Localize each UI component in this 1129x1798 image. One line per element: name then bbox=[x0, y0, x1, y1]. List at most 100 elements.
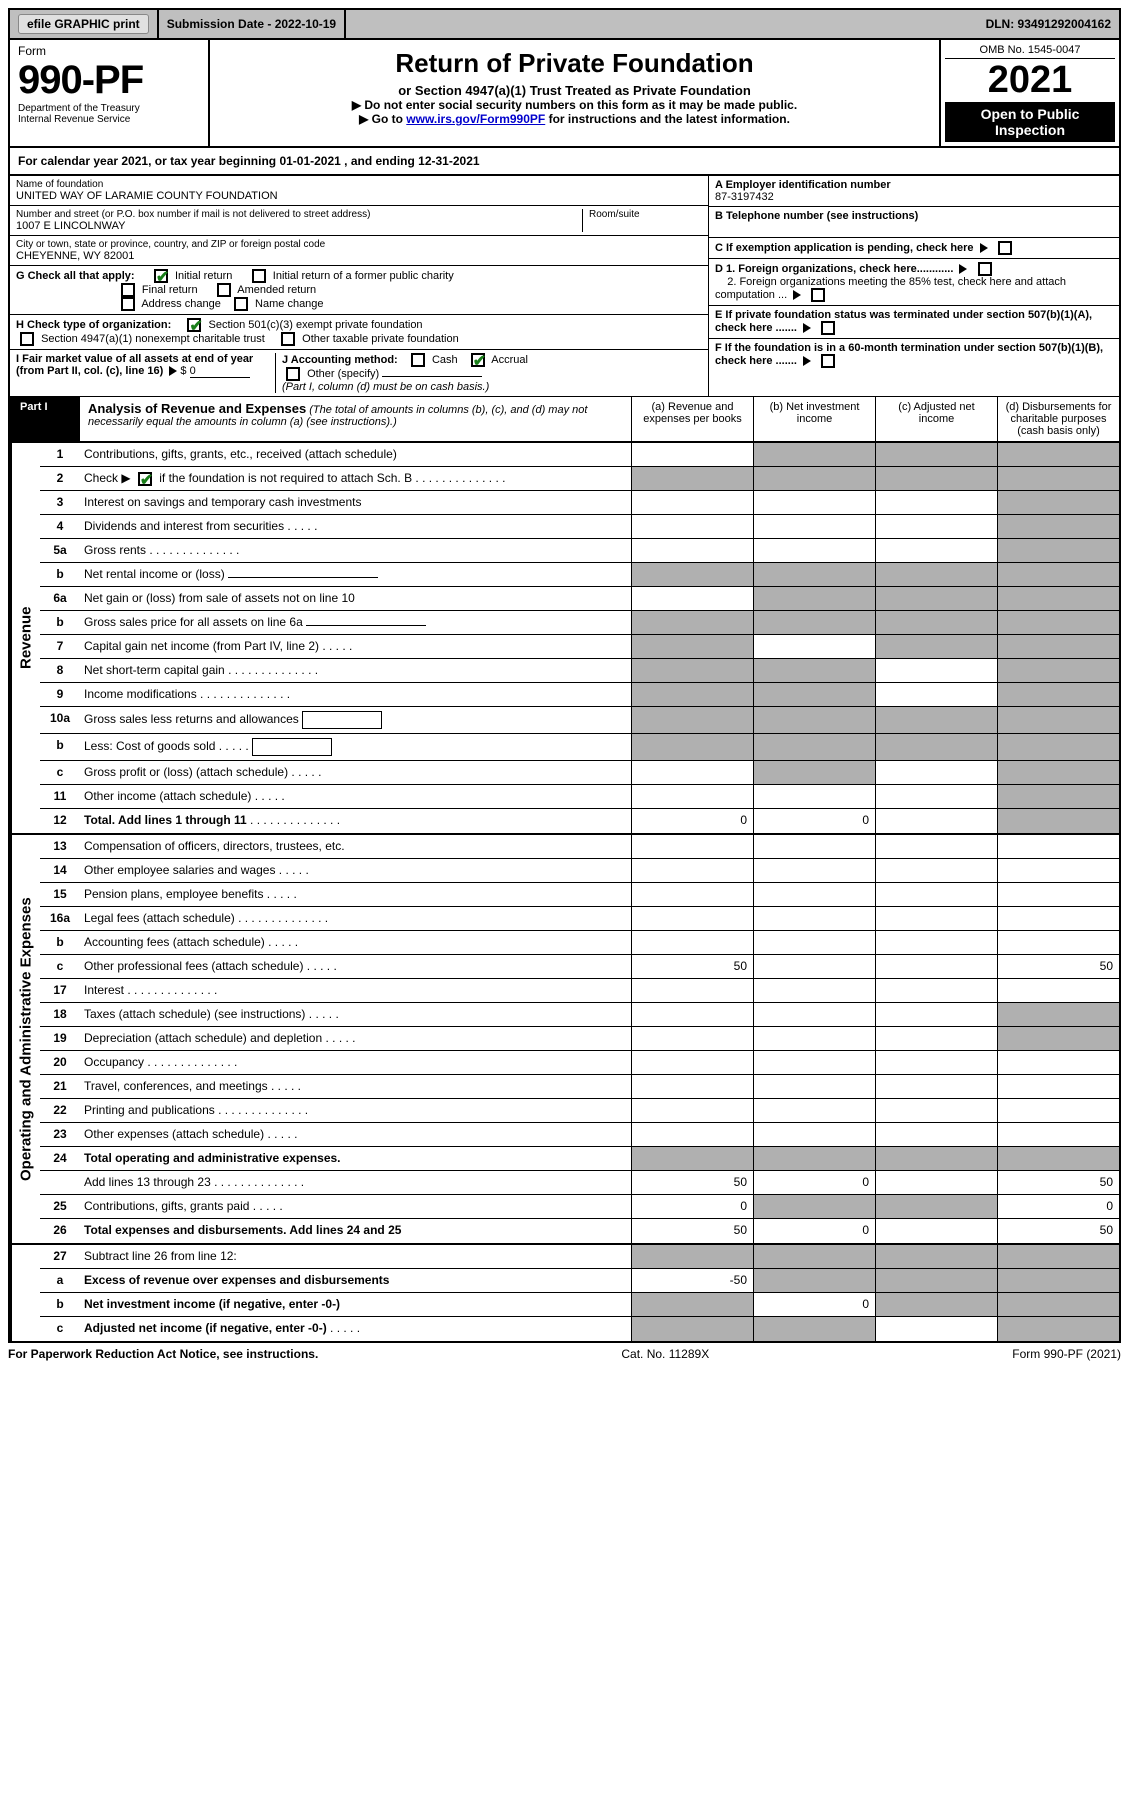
4947-checkbox[interactable] bbox=[20, 332, 34, 346]
line-6b: Gross sales price for all assets on line… bbox=[84, 615, 303, 629]
line-27: Subtract line 26 from line 12: bbox=[80, 1245, 631, 1268]
line-5a: Gross rents bbox=[84, 543, 146, 557]
ein-value: 87-3197432 bbox=[715, 191, 1113, 203]
other-taxable-checkbox[interactable] bbox=[281, 332, 295, 346]
other-taxable-label: Other taxable private foundation bbox=[302, 333, 459, 345]
501c3-checkbox[interactable] bbox=[187, 318, 201, 332]
foreign-org-checkbox[interactable] bbox=[978, 262, 992, 276]
l24-d: 50 bbox=[997, 1171, 1119, 1194]
initial-return-checkbox[interactable] bbox=[154, 269, 168, 283]
other-specify-field[interactable] bbox=[382, 376, 482, 377]
line-16a: Legal fees (attach schedule) bbox=[84, 911, 235, 925]
expenses-side-label: Operating and Administrative Expenses bbox=[10, 835, 40, 1243]
col-b-header: (b) Net investment income bbox=[753, 397, 875, 441]
ein-label: A Employer identification number bbox=[715, 179, 1113, 191]
d1-label: D 1. Foreign organizations, check here..… bbox=[715, 263, 953, 275]
name-change-checkbox[interactable] bbox=[234, 297, 248, 311]
l16c-a: 50 bbox=[631, 955, 753, 978]
line-16b: Accounting fees (attach schedule) bbox=[84, 935, 265, 949]
part1-title: Analysis of Revenue and Expenses bbox=[88, 401, 306, 416]
telephone-label: B Telephone number (see instructions) bbox=[715, 210, 1113, 222]
col-c-header: (c) Adjusted net income bbox=[875, 397, 997, 441]
final-return-checkbox[interactable] bbox=[121, 283, 135, 297]
j-note: (Part I, column (d) must be on cash basi… bbox=[282, 381, 489, 393]
exemption-pending-checkbox[interactable] bbox=[998, 241, 1012, 255]
accrual-label: Accrual bbox=[491, 354, 528, 366]
efile-print-button[interactable]: efile GRAPHIC print bbox=[18, 14, 149, 34]
60-month-checkbox[interactable] bbox=[821, 354, 835, 368]
ssn-warning: ▶ Do not enter social security numbers o… bbox=[218, 98, 931, 112]
tax-year: 2021 bbox=[945, 59, 1115, 102]
line-6a: Net gain or (loss) from sale of assets n… bbox=[80, 587, 631, 610]
line-10c: Gross profit or (loss) (attach schedule) bbox=[84, 765, 288, 779]
line-22: Printing and publications bbox=[84, 1103, 215, 1117]
other-method-checkbox[interactable] bbox=[286, 367, 300, 381]
submission-date: Submission Date - 2022-10-19 bbox=[167, 17, 336, 31]
form-header: Form 990-PF Department of the Treasury I… bbox=[8, 40, 1121, 148]
status-terminated-checkbox[interactable] bbox=[821, 321, 835, 335]
line-11: Other income (attach schedule) bbox=[84, 789, 251, 803]
line-26: Total expenses and disbursements. Add li… bbox=[80, 1219, 631, 1243]
501c3-label: Section 501(c)(3) exempt private foundat… bbox=[209, 319, 423, 331]
line-24b: Add lines 13 through 23 bbox=[84, 1175, 211, 1189]
city-label: City or town, state or province, country… bbox=[16, 239, 702, 250]
c-label: C If exemption application is pending, c… bbox=[715, 242, 974, 254]
line-27c: Adjusted net income (if negative, enter … bbox=[84, 1321, 327, 1335]
line-15: Pension plans, employee benefits bbox=[84, 887, 263, 901]
foreign-85-checkbox[interactable] bbox=[811, 288, 825, 302]
line-10a: Gross sales less returns and allowances bbox=[84, 712, 299, 726]
line-21: Travel, conferences, and meetings bbox=[84, 1079, 268, 1093]
line-25: Contributions, gifts, grants paid bbox=[84, 1199, 249, 1213]
line-2-pre: Check ▶ bbox=[84, 471, 131, 485]
goto-post: for instructions and the latest informat… bbox=[545, 112, 790, 126]
l27a-a: -50 bbox=[631, 1269, 753, 1292]
amended-checkbox[interactable] bbox=[217, 283, 231, 297]
name-label: Name of foundation bbox=[16, 179, 702, 190]
line-23: Other expenses (attach schedule) bbox=[84, 1127, 264, 1141]
line-24: Total operating and administrative expen… bbox=[80, 1147, 631, 1170]
arrow-icon bbox=[169, 366, 177, 376]
line-5b: Net rental income or (loss) bbox=[84, 567, 225, 581]
line-27b: Net investment income (if negative, ente… bbox=[80, 1293, 631, 1316]
address-label: Number and street (or P.O. box number if… bbox=[16, 209, 582, 220]
page-footer: For Paperwork Reduction Act Notice, see … bbox=[8, 1343, 1121, 1365]
l26-d: 50 bbox=[997, 1219, 1119, 1243]
arrow-icon bbox=[980, 243, 988, 253]
omb-number: OMB No. 1545-0047 bbox=[945, 44, 1115, 59]
line-16c: Other professional fees (attach schedule… bbox=[84, 959, 303, 973]
line-8: Net short-term capital gain bbox=[84, 663, 225, 677]
col-a-header: (a) Revenue and expenses per books bbox=[631, 397, 753, 441]
irs-link[interactable]: www.irs.gov/Form990PF bbox=[406, 112, 545, 126]
summary-section: 27Subtract line 26 from line 12: aExcess… bbox=[8, 1245, 1121, 1343]
part1-header-row: Part I Analysis of Revenue and Expenses … bbox=[8, 397, 1121, 443]
cash-checkbox[interactable] bbox=[411, 353, 425, 367]
form-footer: Form 990-PF (2021) bbox=[1012, 1347, 1121, 1361]
form-subtitle: or Section 4947(a)(1) Trust Treated as P… bbox=[218, 83, 931, 98]
accrual-checkbox[interactable] bbox=[471, 353, 485, 367]
arrow-icon bbox=[803, 356, 811, 366]
calendar-year: For calendar year 2021, or tax year begi… bbox=[10, 148, 488, 174]
address-change-label: Address change bbox=[141, 298, 221, 310]
other-method-label: Other (specify) bbox=[307, 368, 379, 380]
paperwork-notice: For Paperwork Reduction Act Notice, see … bbox=[8, 1347, 318, 1361]
initial-former-checkbox[interactable] bbox=[252, 269, 266, 283]
l27b-b: 0 bbox=[753, 1293, 875, 1316]
address: 1007 E LINCOLNWAY bbox=[16, 220, 582, 232]
address-change-checkbox[interactable] bbox=[121, 297, 135, 311]
form-label: Form bbox=[18, 44, 200, 58]
line-1: Contributions, gifts, grants, etc., rece… bbox=[80, 443, 631, 466]
col-d-header: (d) Disbursements for charitable purpose… bbox=[997, 397, 1119, 441]
dln: DLN: 93491292004162 bbox=[986, 17, 1111, 31]
line-3: Interest on savings and temporary cash i… bbox=[80, 491, 631, 514]
form-number: 990-PF bbox=[18, 58, 200, 103]
line-2-post: if the foundation is not required to att… bbox=[156, 471, 412, 485]
line-18: Taxes (attach schedule) (see instruction… bbox=[84, 1007, 305, 1021]
f-label: F If the foundation is in a 60-month ter… bbox=[715, 342, 1103, 367]
schB-checkbox[interactable] bbox=[138, 472, 152, 486]
line-4: Dividends and interest from securities bbox=[84, 519, 284, 533]
initial-former-label: Initial return of a former public charit… bbox=[273, 270, 454, 282]
line-17: Interest bbox=[84, 983, 124, 997]
arrow-icon bbox=[959, 264, 967, 274]
expenses-section: Operating and Administrative Expenses 13… bbox=[8, 835, 1121, 1245]
name-change-label: Name change bbox=[255, 298, 324, 310]
